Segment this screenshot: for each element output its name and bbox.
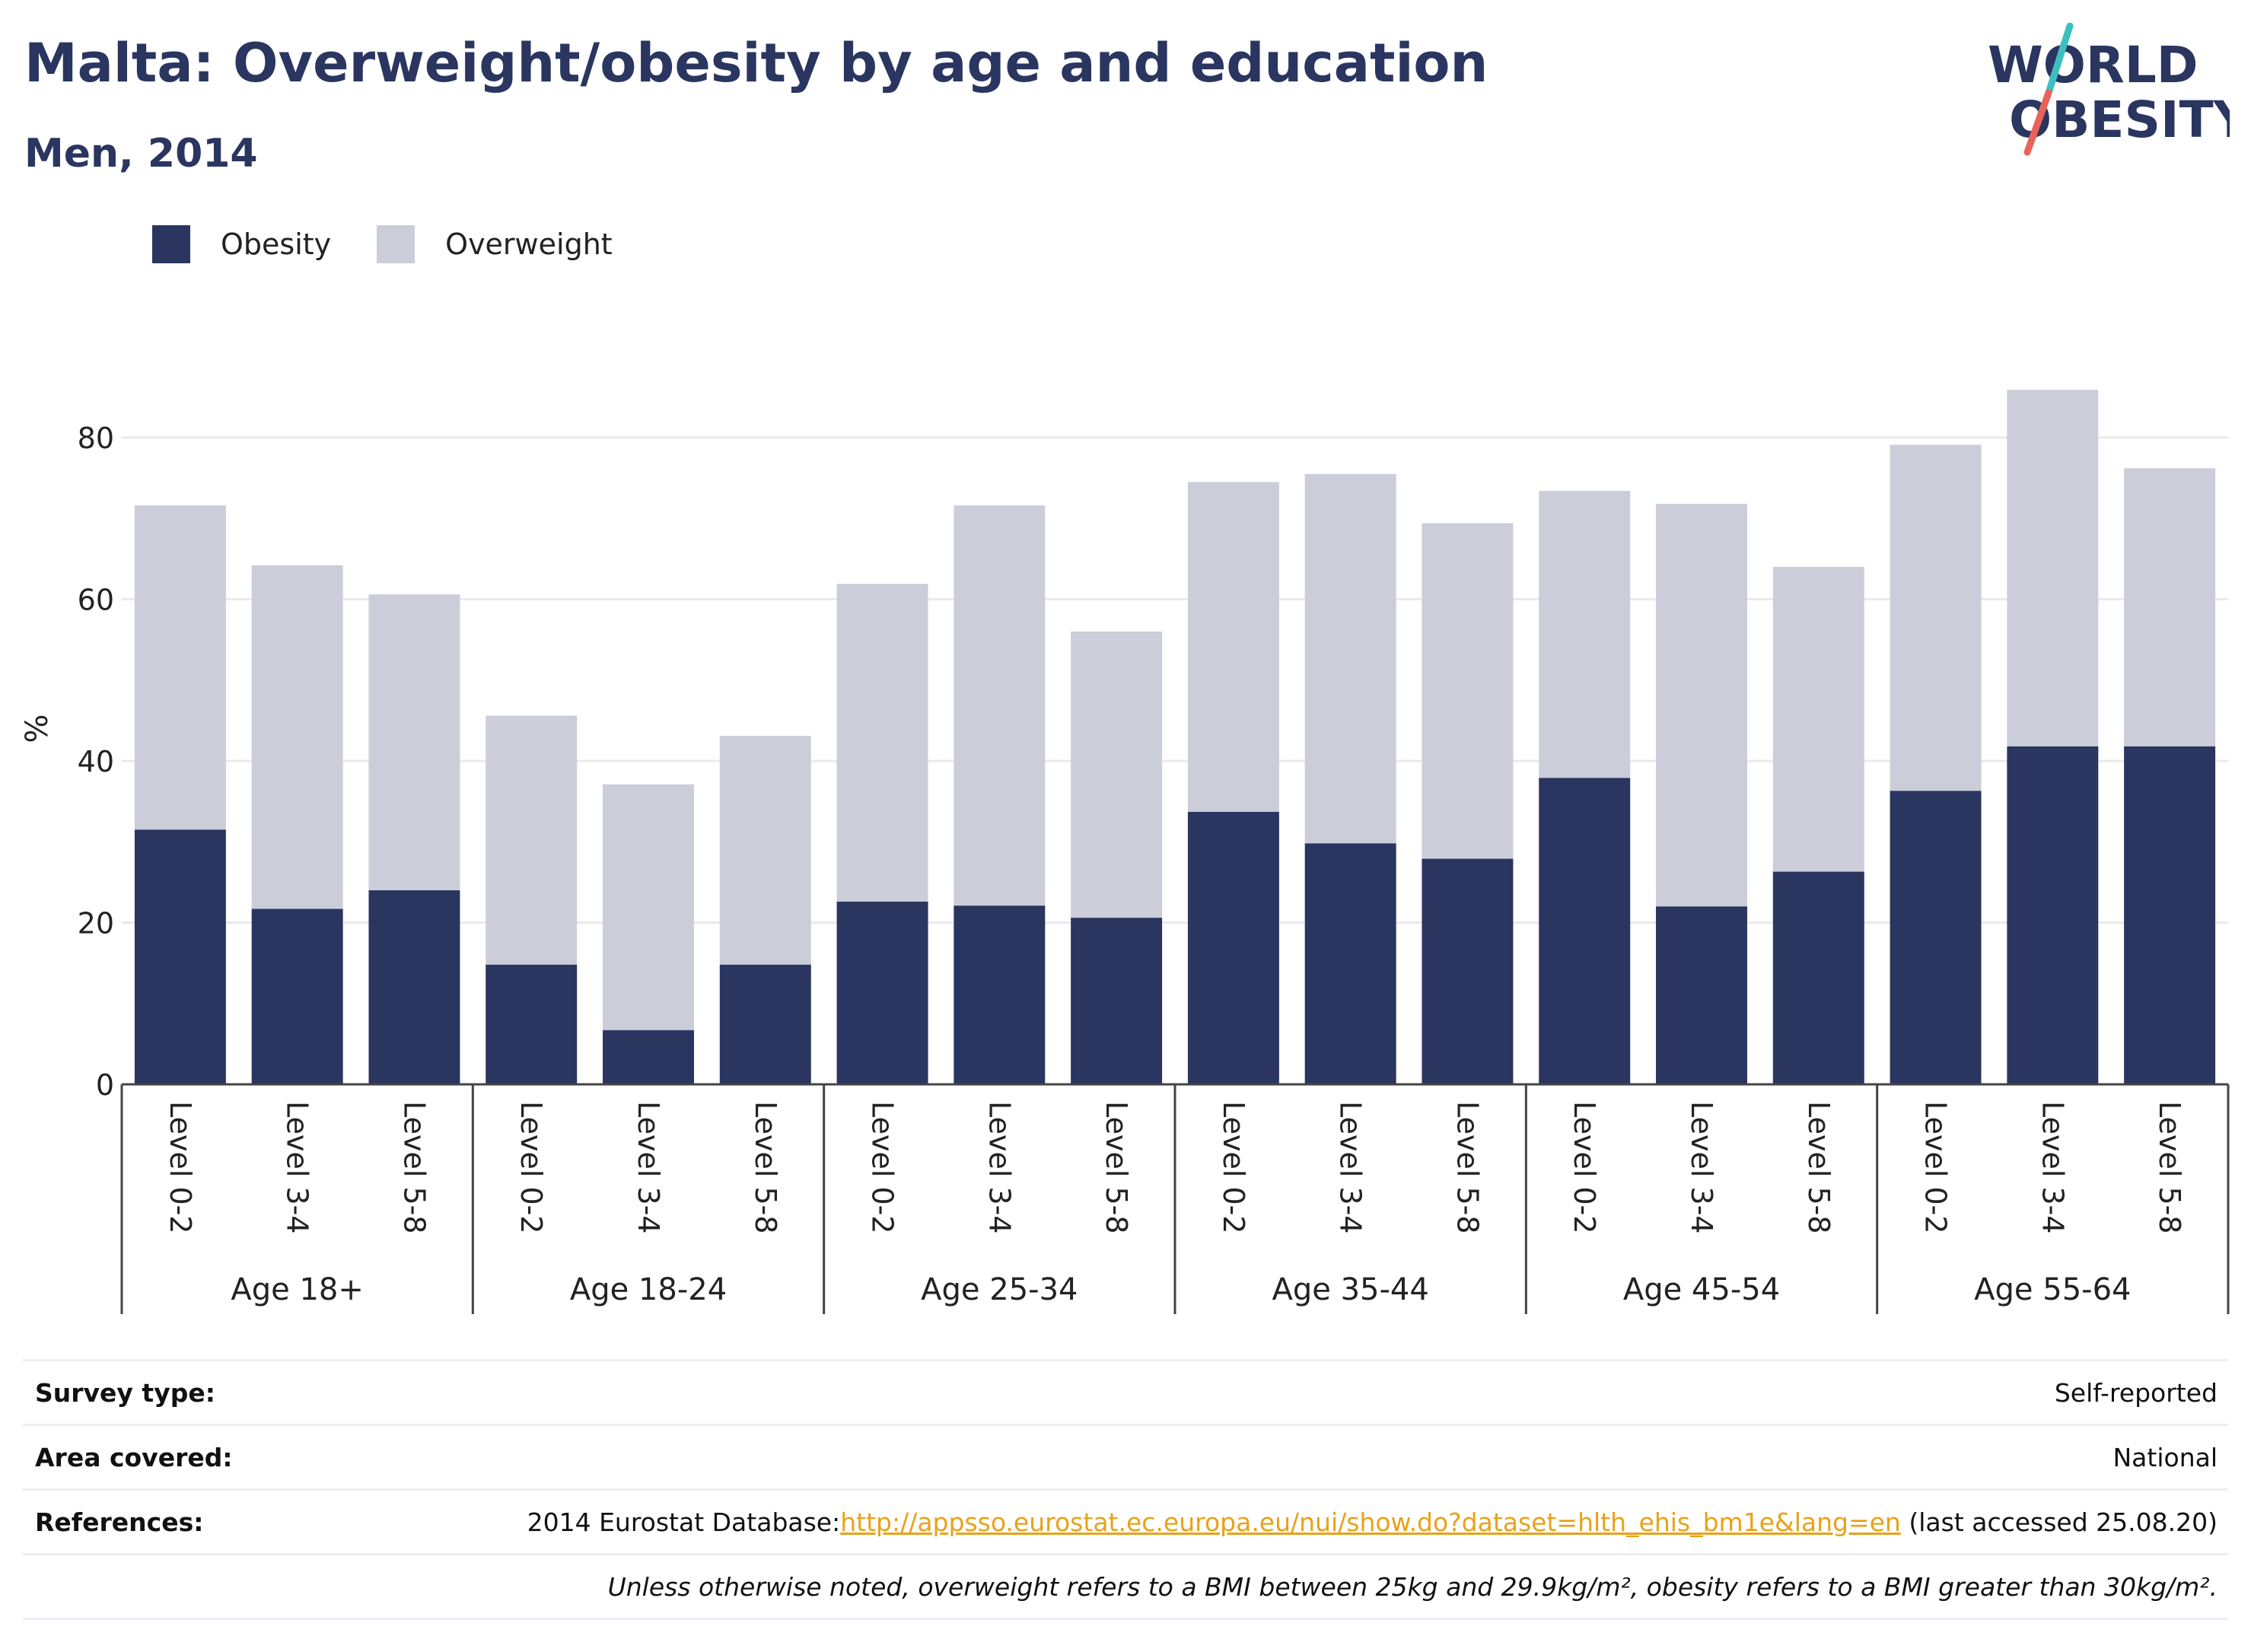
x-tick-label: Level 5-8 (1100, 1101, 1133, 1233)
x-tick-label: Level 5-8 (2153, 1101, 2186, 1233)
legend-swatch-overweight (377, 225, 415, 263)
bmi-note: Unless otherwise noted, overweight refer… (607, 1571, 2218, 1602)
x-tick-label: Level 0-2 (164, 1101, 197, 1233)
logo-slash-teal (2045, 23, 2074, 97)
x-tick-label: Level 0-2 (1919, 1101, 1953, 1233)
x-tick-label: Level 0-2 (514, 1101, 548, 1233)
x-tick-label: Level 3-4 (632, 1101, 665, 1233)
bar-overweight (2124, 468, 2216, 746)
references-suffix: (last accessed 25.08.20) (1900, 1507, 2218, 1537)
x-tick-label: Level 5-8 (749, 1101, 782, 1233)
world-obesity-logo: WORLD OBESITY (1988, 23, 2230, 156)
bar-overweight (2007, 390, 2099, 746)
info-table: Survey type: Self-reported Area covered:… (23, 1359, 2228, 1620)
x-tick-label: Level 3-4 (281, 1101, 314, 1233)
bar-overweight (1772, 567, 1864, 872)
x-tick-label: Level 3-4 (982, 1101, 1016, 1233)
y-tick-label: 0 (96, 1068, 114, 1102)
bar-obesity (486, 964, 578, 1084)
x-tick-label: Level 3-4 (1685, 1101, 1718, 1233)
bar-overweight (486, 715, 578, 965)
legend-item-overweight: Overweight (377, 225, 613, 263)
x-tick-label: Level 3-4 (1334, 1101, 1367, 1233)
bar-overweight (1187, 482, 1279, 812)
legend-label-overweight: Overweight (445, 228, 613, 261)
bar-obesity (603, 1030, 694, 1084)
bar-overweight (836, 584, 928, 902)
y-axis-label: % (20, 714, 55, 743)
legend-swatch-obesity (152, 225, 190, 263)
area-value: National (2113, 1442, 2218, 1472)
area-label: Area covered: (35, 1442, 233, 1472)
chart-legend: Obesity Overweight (152, 225, 658, 263)
x-tick-label: Level 5-8 (1450, 1101, 1484, 1233)
legend-item-obesity: Obesity (152, 225, 331, 263)
bar-overweight (1656, 504, 1747, 907)
group-label: Age 25-34 (921, 1272, 1078, 1307)
bar-obesity (1304, 843, 1396, 1084)
bar-overweight (1071, 632, 1163, 918)
bar-overweight (719, 736, 811, 965)
x-tick-label: Level 5-8 (1802, 1101, 1836, 1233)
bar-obesity (2124, 746, 2216, 1084)
logo-slash-red (2023, 89, 2052, 156)
bar-obesity (836, 901, 928, 1084)
legend-label-obesity: Obesity (221, 228, 332, 261)
y-tick-label: 20 (78, 907, 114, 941)
bar-overweight (1890, 444, 1982, 791)
y-tick-label: 40 (78, 745, 114, 778)
y-tick-label: 80 (78, 422, 114, 455)
bar-overweight (1539, 491, 1631, 778)
bar-obesity (719, 964, 811, 1084)
bar-overweight (954, 505, 1046, 906)
x-tick-label: Level 0-2 (866, 1101, 899, 1233)
bar-obesity (1656, 906, 1747, 1084)
chart-title: Malta: Overweight/obesity by age and edu… (24, 32, 1488, 94)
group-label: Age 45-54 (1623, 1272, 1780, 1307)
survey-type-label: Survey type: (35, 1377, 215, 1408)
bar-obesity (1071, 918, 1163, 1084)
bar-obesity (1890, 791, 1982, 1084)
bar-obesity (1539, 778, 1631, 1084)
group-label: Age 35-44 (1272, 1272, 1429, 1307)
bar-obesity (1422, 858, 1514, 1084)
bar-overweight (1304, 473, 1396, 844)
references-prefix: 2014 Eurostat Database: (527, 1507, 841, 1537)
bar-overweight (134, 505, 226, 830)
info-row-references: References: 2014 Eurostat Database:http:… (23, 1488, 2228, 1553)
y-tick-label: 60 (78, 584, 114, 617)
group-label: Age 18-24 (570, 1272, 727, 1307)
bar-obesity (251, 909, 343, 1084)
bar-overweight (1422, 523, 1514, 859)
group-label: Age 18+ (231, 1272, 364, 1307)
bar-obesity (1187, 811, 1279, 1084)
info-row-survey-type: Survey type: Self-reported (23, 1359, 2228, 1424)
x-tick-label: Level 5-8 (397, 1101, 431, 1233)
references-label: References: (35, 1507, 204, 1537)
x-tick-label: Level 0-2 (1568, 1101, 1601, 1233)
bar-obesity (2007, 746, 2099, 1084)
bar-obesity (1772, 871, 1864, 1084)
bar-overweight (368, 594, 460, 890)
stacked-bar-chart: 0 20 40 60 80% Level 0-2 Level 3-4 Level 5-8 Lev… (20, 390, 2230, 1314)
x-tick-label: Level 0-2 (1217, 1101, 1250, 1233)
survey-type-value: Self-reported (2054, 1377, 2218, 1408)
info-row-area: Area covered: National (23, 1424, 2228, 1488)
group-label: Age 55-64 (1974, 1272, 2131, 1307)
info-row-note: Unless otherwise noted, overweight refer… (23, 1553, 2228, 1620)
bar-overweight (603, 784, 694, 1030)
references-value: 2014 Eurostat Database:http://appsso.eur… (527, 1507, 2228, 1537)
bar-overweight (251, 565, 343, 909)
chart-subtitle: Men, 2014 (24, 131, 258, 177)
bar-obesity (368, 890, 460, 1084)
logo-line1: WORLD (1988, 36, 2198, 94)
references-link[interactable]: http://appsso.eurostat.ec.europa.eu/nui/… (840, 1507, 1901, 1537)
x-tick-label: Level 3-4 (2036, 1101, 2069, 1233)
bar-obesity (954, 906, 1046, 1084)
bar-obesity (134, 829, 226, 1084)
